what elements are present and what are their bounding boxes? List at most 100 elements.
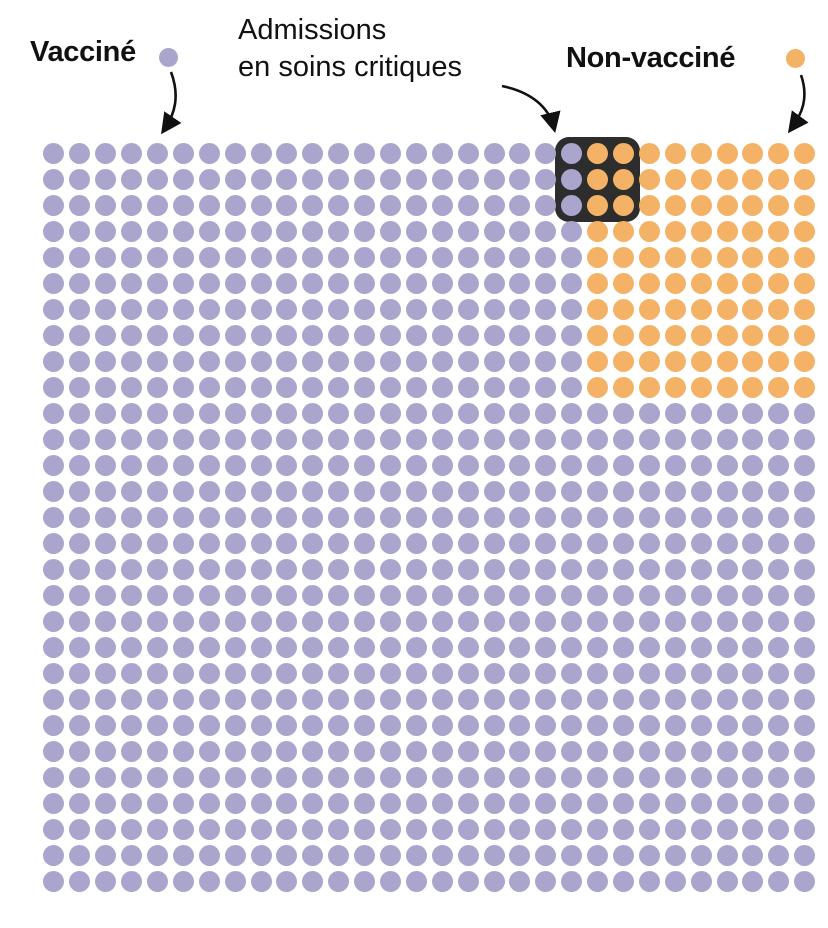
- vaccinated-dot: [69, 428, 91, 450]
- nonvaccinated-dot: [664, 246, 686, 268]
- vaccinated-dot: [95, 636, 117, 658]
- vaccinated-dot: [250, 324, 272, 346]
- vaccinated-dot: [302, 324, 324, 346]
- vaccinated-dot: [43, 584, 65, 606]
- vaccinated-dot: [69, 662, 91, 684]
- vaccinated-dot: [328, 220, 350, 242]
- nonvaccinated-dot: [690, 324, 712, 346]
- vaccinated-dot: [172, 662, 194, 684]
- vaccinated-dot: [69, 792, 91, 814]
- vaccinated-dot: [690, 610, 712, 632]
- vaccinated-dot: [302, 714, 324, 736]
- nonvaccinated-dot: [794, 376, 816, 398]
- vaccinated-dot: [147, 714, 168, 736]
- vaccinated-dot: [405, 532, 427, 554]
- vaccinated-dot: [690, 766, 712, 788]
- vaccinated-dot: [328, 246, 350, 268]
- vaccinated-dot: [147, 688, 168, 710]
- vaccinated-dot: [69, 688, 91, 710]
- vaccinated-dot: [431, 584, 453, 606]
- vaccinated-dot: [276, 740, 298, 762]
- vaccinated-dot: [121, 272, 143, 294]
- vaccinated-dot: [43, 402, 65, 424]
- vaccinated-dot: [664, 870, 686, 892]
- nonvaccinated-dot: [638, 350, 660, 372]
- vaccinated-dot: [172, 714, 194, 736]
- vaccinated-dot: [716, 428, 738, 450]
- vaccinated-dot: [638, 506, 660, 528]
- vaccinated-dot: [43, 324, 65, 346]
- vaccinated-dot: [561, 662, 583, 684]
- nonvaccinated-dot: [742, 272, 764, 294]
- vaccinated-dot: [354, 298, 376, 320]
- vaccinated-dot: [405, 610, 427, 632]
- vaccinated-dot: [354, 220, 376, 242]
- nonvaccinated-dot: [587, 350, 609, 372]
- vaccinated-dot: [121, 480, 143, 502]
- nonvaccinated-dot: [794, 324, 816, 346]
- vaccinated-dot: [457, 636, 479, 658]
- vaccinated-dot: [354, 376, 376, 398]
- vaccinated-dot: [431, 272, 453, 294]
- vaccinated-dot: [224, 610, 246, 632]
- vaccinated-dot: [250, 194, 272, 216]
- vaccinated-dot: [794, 532, 816, 554]
- vaccinated-dot: [664, 402, 686, 424]
- vaccinated-dot: [742, 584, 764, 606]
- vaccinated-dot: [638, 818, 660, 840]
- vaccinated-dot: [250, 688, 272, 710]
- vaccinated-dot: [69, 480, 91, 502]
- vaccinated-dot: [172, 350, 194, 372]
- nonvaccinated-dot: [690, 194, 712, 216]
- vaccinated-dot: [457, 584, 479, 606]
- vaccinated-dot: [354, 610, 376, 632]
- vaccinated-dot: [198, 350, 220, 372]
- vaccinated-dot: [172, 454, 194, 476]
- vaccinated-dot: [483, 558, 505, 580]
- vaccinated-dot: [198, 844, 220, 866]
- vaccinated-dot: [664, 740, 686, 762]
- vaccinated-dot: [198, 272, 220, 294]
- vaccinated-dot: [121, 792, 143, 814]
- vaccinated-dot: [405, 194, 427, 216]
- vaccinated-dot: [716, 818, 738, 840]
- vaccinated-dot: [302, 194, 324, 216]
- vaccinated-dot: [431, 402, 453, 424]
- admissions-arrow-icon: [501, 84, 561, 134]
- vaccinated-dot: [561, 844, 583, 866]
- vaccinated-dot: [121, 246, 143, 268]
- vaccinated-dot: [587, 402, 609, 424]
- vaccinated-dot: [768, 792, 790, 814]
- vaccinated-dot: [250, 220, 272, 242]
- vaccinated-dot: [587, 506, 609, 528]
- vaccinated-dot: [380, 376, 402, 398]
- vaccinated-dot: [250, 792, 272, 814]
- vaccinated-dot: [380, 870, 402, 892]
- vaccinated-dot: [224, 584, 246, 606]
- vaccinated-dot: [794, 740, 816, 762]
- vaccinated-dot: [716, 584, 738, 606]
- vaccinated-dot: [509, 558, 531, 580]
- vaccinated-dot: [354, 636, 376, 658]
- vaccinated-dot: [638, 766, 660, 788]
- vaccinated-dot: [716, 402, 738, 424]
- vaccinated-dot: [664, 428, 686, 450]
- nonvaccinated-dot: [768, 168, 790, 190]
- vaccinated-dot: [742, 688, 764, 710]
- nonvaccinated-dot: [587, 324, 609, 346]
- vaccinated-dot: [431, 870, 453, 892]
- vaccinated-dot: [561, 740, 583, 762]
- vaccinated-dot: [483, 610, 505, 632]
- vaccinated-dot: [483, 584, 505, 606]
- vaccinated-dot: [535, 402, 557, 424]
- vaccinated-dot: [224, 142, 246, 164]
- nonvaccinated-dot: [742, 246, 764, 268]
- vaccinated-dot: [95, 246, 117, 268]
- vaccinated-dot: [276, 558, 298, 580]
- vaccinated-dot: [509, 480, 531, 502]
- vaccinated-dot: [224, 740, 246, 762]
- nonvaccinated-dot: [768, 142, 790, 164]
- nonvaccinated-dot: [768, 194, 790, 216]
- vaccinated-dot: [561, 532, 583, 554]
- vaccinated-dot: [380, 688, 402, 710]
